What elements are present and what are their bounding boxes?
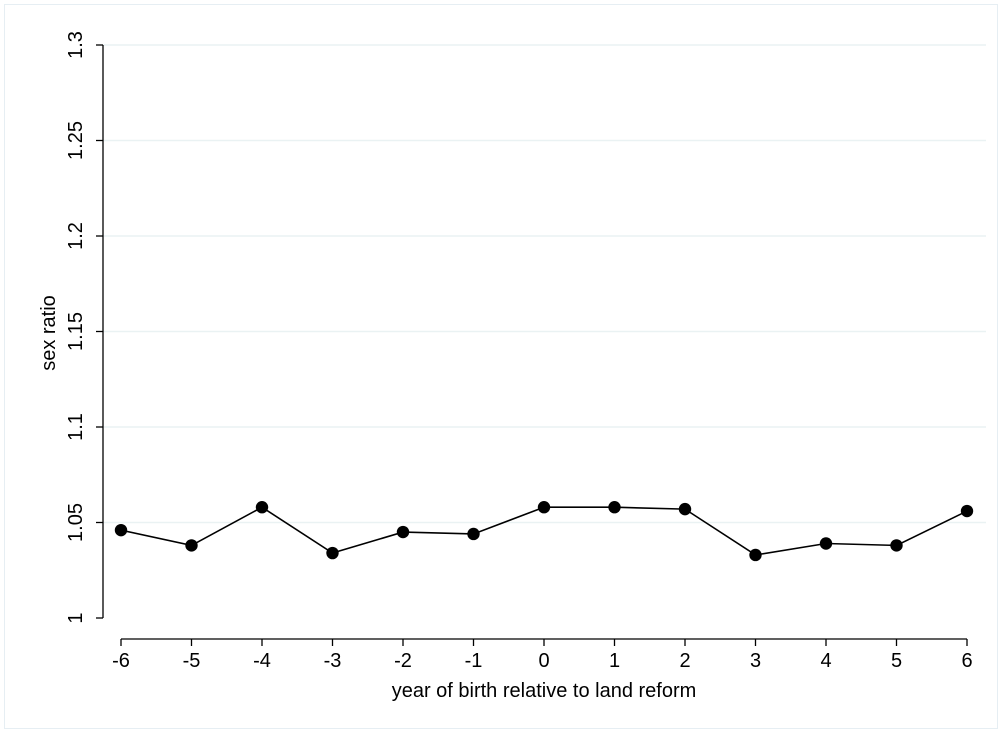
series-line [120, 506, 968, 556]
data-point [396, 525, 410, 539]
x-tick-label: -6 [112, 650, 130, 672]
x-tick-label: 0 [538, 650, 549, 672]
x-tick-label: 3 [750, 650, 761, 672]
data-point [608, 501, 621, 514]
grid-lines [103, 44, 986, 524]
chart-frame [4, 4, 998, 729]
y-tick-label: 1.05 [65, 503, 87, 542]
y-tick-label: 1.15 [65, 312, 87, 351]
data-point [326, 546, 339, 560]
x-tick-label: 2 [679, 650, 690, 672]
axes: 1 1.05 1.1 1.15 1.2 1.25 1.3 -6 -5 -4 -3 -2 -1 0 1 2 3 4 5… [65, 31, 973, 672]
data-point [890, 539, 903, 552]
x-tick-label: -2 [394, 650, 412, 672]
data-point [819, 537, 833, 550]
data-point [537, 501, 551, 514]
data-series [114, 501, 974, 562]
x-tick-label: 5 [891, 650, 902, 672]
x-tick-label: -4 [253, 650, 271, 672]
data-point [678, 502, 692, 516]
x-tick-label: 6 [961, 650, 972, 672]
x-tick-label: 4 [820, 650, 831, 672]
data-point [114, 523, 128, 537]
x-tick-label: -3 [324, 650, 342, 672]
y-tick-label: 1.3 [65, 31, 87, 59]
x-axis-title: year of birth relative to land reform [392, 680, 697, 702]
data-point [749, 548, 762, 562]
x-tick-label: -1 [465, 650, 483, 672]
y-tick-label: 1.25 [65, 121, 87, 160]
data-point [185, 539, 198, 552]
x-tick-label: 1 [609, 650, 620, 672]
data-point [255, 501, 269, 514]
y-tick-label: 1.2 [65, 222, 87, 250]
y-tick-label: 1.1 [65, 413, 87, 441]
x-tick-label: -5 [183, 650, 201, 672]
data-point [960, 504, 974, 518]
y-axis-title: sex ratio [38, 295, 60, 371]
data-point [467, 527, 480, 541]
y-tick-label: 1 [65, 612, 87, 623]
